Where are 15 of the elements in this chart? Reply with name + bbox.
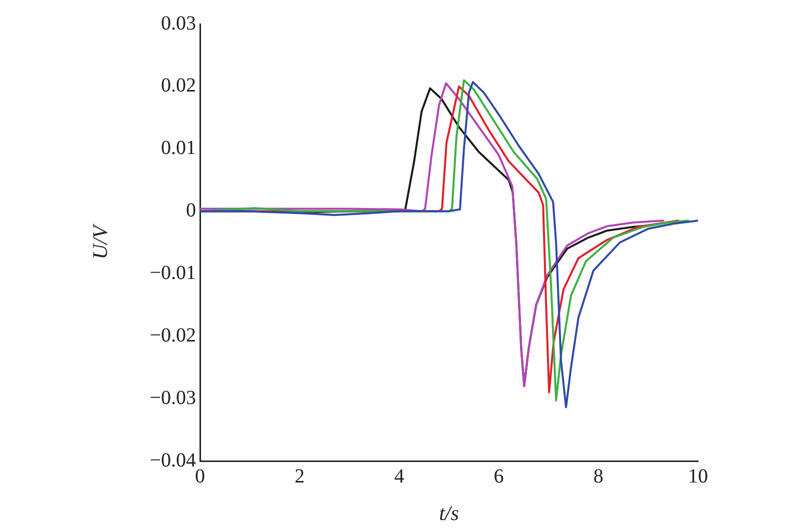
x-tick-label: 8 (593, 465, 604, 488)
y-tick-label: 0.01 (161, 137, 196, 160)
y-tick-label: −0.02 (150, 324, 196, 346)
x-tick-label: 4 (394, 465, 404, 488)
x-tick-label: 10 (688, 465, 708, 488)
x-axis-title: t/s (439, 500, 459, 525)
y-axis-title: U/V (88, 223, 112, 260)
y-tick-label: −0.04 (150, 449, 196, 472)
y-tick-label: −0.03 (150, 386, 196, 409)
y-tick-label: 0.03 (161, 12, 196, 34)
y-tick-label: 0 (186, 200, 196, 222)
y-tick-label: 0.02 (161, 74, 196, 97)
y-tick-label: −0.01 (150, 262, 196, 284)
x-tick-label: 2 (294, 465, 305, 488)
x-tick-label: 6 (494, 465, 504, 488)
